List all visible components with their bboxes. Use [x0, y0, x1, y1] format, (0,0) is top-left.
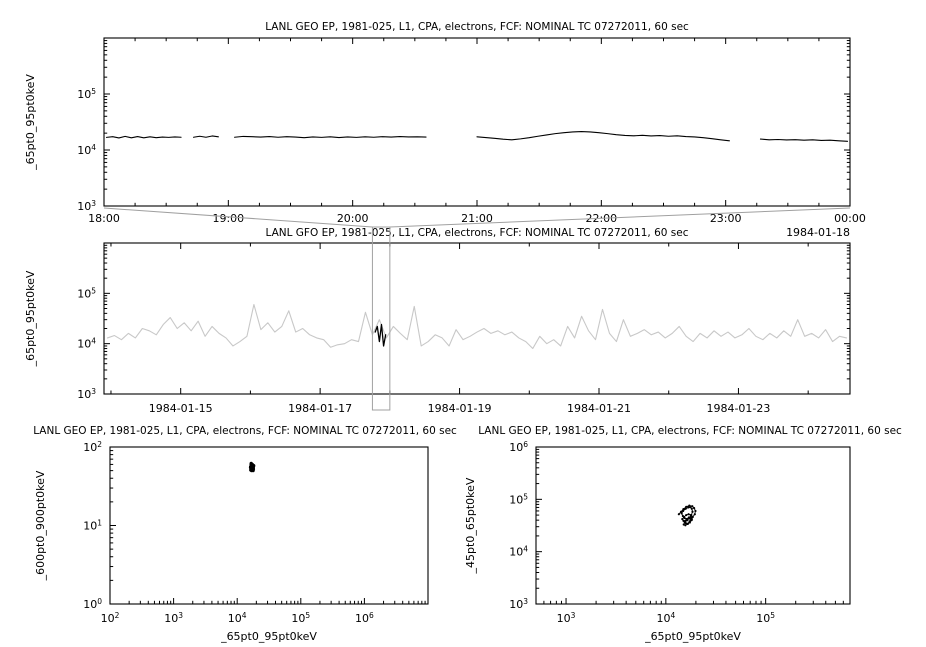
detail-trace-segment: [476, 131, 730, 142]
scatter-right-point: [686, 522, 689, 525]
scatter-left-xtick-2: 102: [101, 611, 120, 625]
scatter-right-ytick-3: 103: [509, 597, 528, 611]
scatter-right-point: [677, 513, 680, 516]
scatter-right-axes: [535, 446, 851, 605]
scatter-right-point: [682, 523, 685, 526]
scatter-left-ylabel: _600pt0_900pt0keV: [34, 470, 47, 581]
scatter-left-title: LANL GEO EP, 1981-025, L1, CPA, electron…: [33, 425, 457, 437]
detail-xtick-6: 00:00: [834, 212, 866, 225]
scatter-right-xtick-5: 105: [756, 611, 775, 625]
detail-ytick-3: 103: [77, 199, 96, 213]
scatter-right-ytick-4: 104: [509, 545, 528, 559]
context-trace: [106, 303, 848, 350]
scatter-right-point: [687, 506, 690, 509]
detail-ylabel: _65pt0_95pt0keV: [24, 74, 37, 171]
context-ytick-5: 105: [77, 286, 96, 300]
scatter-right-point: [689, 506, 692, 509]
detail-xtick-3: 21:00: [461, 212, 493, 225]
scatter-right-xtick-3: 103: [557, 611, 576, 625]
detail-xtick-1: 19:00: [212, 212, 244, 225]
scatter-right-point: [682, 508, 685, 511]
scatter-right-ylabel: _45pt0_65pt0keV: [464, 477, 477, 574]
scatter-left-ytick-2: 102: [83, 440, 102, 454]
detail-xtick-2: 20:00: [337, 212, 369, 225]
scatter-left-ytick-0: 100: [83, 597, 102, 611]
scatter-right-point: [691, 510, 694, 513]
scatter-left-point: [248, 465, 253, 469]
scatter-left-ytick-1: 101: [83, 519, 102, 533]
scatter-left-xtick-6: 106: [355, 611, 374, 625]
scatter-right-point: [694, 509, 697, 513]
detail-trace-segment: [105, 135, 182, 139]
context-xtick-1: 1984-01-17: [288, 402, 352, 415]
context-timeseries-axes: [103, 242, 851, 395]
scatter-right-point: [682, 515, 686, 519]
scatter-right-point: [685, 519, 689, 522]
scatter-left-axes: [109, 446, 429, 605]
detail-xtick-0: 18:00: [88, 212, 120, 225]
context-xtick-2: 1984-01-19: [428, 402, 492, 415]
scatter-right-point: [687, 513, 690, 516]
detail-trace-segment: [234, 135, 427, 139]
context-xtick-4: 1984-01-23: [706, 402, 770, 415]
detail-timeseries-title: LANL GEO EP, 1981-025, L1, CPA, electron…: [265, 21, 689, 33]
scatter-left-xtick-5: 105: [291, 611, 310, 625]
context-ylabel: _65pt0_95pt0keV: [24, 270, 37, 367]
scatter-right-xlabel: _65pt0_95pt0keV: [644, 630, 741, 643]
scatter-right-xtick-4: 104: [656, 611, 675, 625]
context-ytick-4: 104: [77, 337, 96, 351]
detail-trace-segment: [759, 138, 849, 142]
scatter-right-point: [693, 513, 696, 516]
context-ytick-3: 103: [77, 387, 96, 401]
scatter-right-point: [684, 524, 687, 527]
scatter-right-point: [688, 520, 691, 523]
scatter-left-xlabel: _65pt0_95pt0keV: [220, 630, 317, 643]
context-xtick-3: 1984-01-21: [567, 402, 631, 415]
scatter-right-point: [684, 507, 687, 510]
detail-trace-segment: [192, 135, 219, 138]
scatter-right-ytick-6: 106: [509, 440, 528, 454]
scatter-right-point: [680, 512, 683, 515]
scatter-left-xtick-4: 104: [228, 611, 247, 625]
context-timeseries-title: LANL GFO EP, 1981-025, L1, CPA, electron…: [265, 227, 688, 239]
scatter-right-point: [690, 518, 693, 521]
context-xtick-0: 1984-01-15: [149, 402, 213, 415]
scatter-right-title: LANL GEO EP, 1981-025, L1, CPA, electron…: [478, 425, 902, 437]
scatter-right-point: [685, 513, 688, 517]
detail-date-label: 1984-01-18: [786, 226, 850, 239]
scatter-right-point: [691, 505, 694, 508]
detail-timeseries-axes: [103, 37, 851, 207]
context-highlight-trace: [374, 323, 387, 347]
scatter-right-point: [689, 513, 692, 517]
scatter-right-point: [693, 506, 696, 510]
context-selection-box[interactable]: [371, 226, 391, 411]
scatter-right-point: [690, 507, 693, 510]
scatter-right-point: [681, 517, 684, 521]
scatter-right-point: [683, 521, 686, 524]
detail-ytick-4: 104: [77, 143, 96, 157]
scatter-right-point: [688, 517, 691, 520]
detail-xtick-5: 23:00: [710, 212, 742, 225]
zoom-connector-left: [103, 207, 373, 228]
scatter-right-point: [682, 509, 685, 513]
scatter-right-ytick-5: 105: [509, 492, 528, 506]
zoom-connector-right: [389, 207, 851, 228]
scatter-left-xtick-3: 103: [164, 611, 183, 625]
detail-ytick-5: 105: [77, 87, 96, 101]
scatter-right-point: [685, 505, 688, 508]
